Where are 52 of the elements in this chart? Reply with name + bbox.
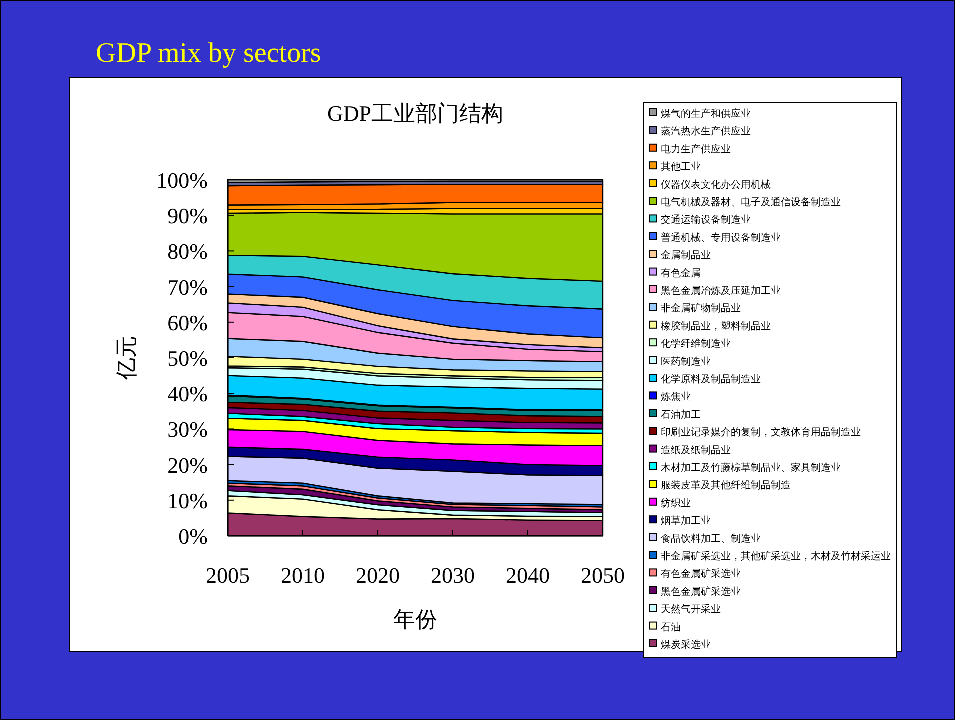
legend-label: 其他工业 bbox=[661, 161, 701, 174]
legend-label: 食品饮料加工、制造业 bbox=[661, 532, 761, 545]
legend-label: 电气机械及器材、电子及通信设备制造业 bbox=[661, 196, 841, 208]
y-tick-label: 90% bbox=[168, 204, 208, 229]
chart-subtitle: GDP工业部门结构 bbox=[327, 101, 504, 126]
x-tick-label: 2030 bbox=[431, 563, 475, 588]
y-tick-label: 0% bbox=[178, 524, 208, 549]
legend-label: 黑色金属矿采选业 bbox=[661, 586, 741, 598]
legend-label: 电力生产供应业 bbox=[661, 143, 731, 156]
legend-label: 化学原料及制品制造业 bbox=[661, 374, 761, 386]
legend-label: 烟草加工业 bbox=[661, 515, 711, 528]
y-tick-label: 100% bbox=[156, 168, 208, 193]
legend-label: 交通运输设备制造业 bbox=[661, 214, 751, 226]
legend-label: 黑色金属冶炼及压延加工业 bbox=[661, 285, 781, 297]
x-tick-label: 2005 bbox=[206, 563, 250, 588]
legend-label: 化学纤维制造业 bbox=[661, 338, 731, 350]
legend-label: 炼焦业 bbox=[661, 391, 691, 404]
y-tick-label: 80% bbox=[168, 239, 208, 264]
legend-label: 石油 bbox=[661, 621, 681, 634]
legend-label: 普通机械、专用设备制造业 bbox=[661, 232, 781, 244]
legend-label: 非金属矿采选业，其他矿采选业，木材及竹材采运业 bbox=[661, 550, 891, 562]
legend-label: 非金属矿物制品业 bbox=[661, 302, 741, 315]
y-tick-label: 60% bbox=[168, 310, 208, 336]
legend-label: 煤气的生产和供应业 bbox=[661, 108, 751, 120]
x-axis-title: 年份 bbox=[394, 607, 438, 632]
legend-label: 蒸汽热水生产供应业 bbox=[661, 126, 751, 138]
y-axis-title: 亿元 bbox=[114, 336, 139, 381]
y-tick-label: 50% bbox=[168, 346, 208, 371]
legend-label: 煤炭采选业 bbox=[661, 639, 711, 651]
x-tick-label: 2040 bbox=[506, 563, 550, 588]
y-tick-label: 20% bbox=[168, 452, 208, 478]
legend-label: 造纸及纸制品业 bbox=[661, 444, 731, 456]
legend-label: 印刷业记录媒介的复制，文教体育用品制造业 bbox=[661, 426, 861, 439]
x-tick-label: 2020 bbox=[356, 563, 400, 588]
legend-label: 服装皮革及其他纤维制品制造 bbox=[661, 480, 791, 492]
legend-label: 有色金属 bbox=[661, 267, 701, 280]
x-tick-label: 2010 bbox=[281, 563, 325, 588]
legend-label: 仪器仪表文化办公用机械 bbox=[661, 178, 771, 191]
y-tick-label: 30% bbox=[168, 417, 208, 442]
legend-label: 医药制造业 bbox=[661, 356, 711, 368]
legend-label: 金属制品业 bbox=[661, 250, 711, 262]
legend-label: 橡胶制品业，塑料制品业 bbox=[661, 320, 771, 332]
x-tick-label: 2050 bbox=[581, 563, 625, 588]
chart-title: GDP mix by sectors bbox=[96, 38, 322, 69]
legend-label: 有色金属矿采选业 bbox=[661, 568, 741, 580]
y-tick-label: 10% bbox=[168, 488, 208, 514]
legend-label: 石油加工 bbox=[661, 408, 701, 421]
y-tick-label: 70% bbox=[168, 274, 208, 300]
legend-label: 纺织业 bbox=[661, 497, 691, 510]
legend-label: 木材加工及竹藤棕草制品业、家具制造业 bbox=[661, 462, 841, 474]
y-tick-label: 40% bbox=[168, 382, 208, 407]
legend-label: 天然气开采业 bbox=[661, 604, 721, 616]
